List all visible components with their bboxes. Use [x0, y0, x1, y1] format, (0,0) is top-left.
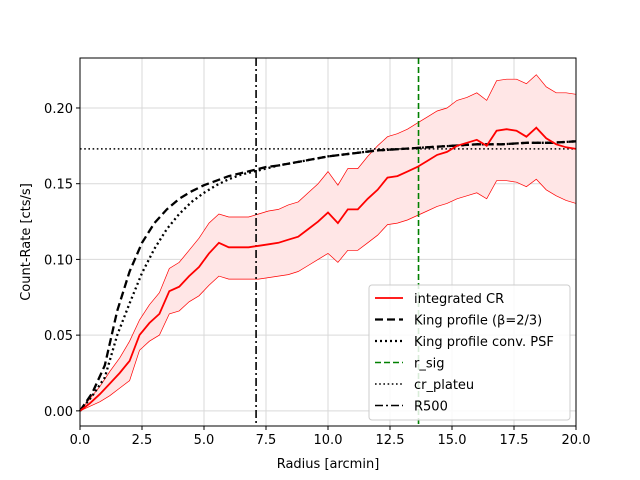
series-king-profile-conv-psf	[79, 140, 577, 412]
y-tick-label: 0.00	[44, 405, 73, 420]
band-fill	[80, 74, 576, 411]
legend-label-integrated-cr: integrated CR	[414, 292, 504, 307]
series-integrated-cr	[79, 126, 577, 412]
y-tick-label: 0.05	[44, 329, 73, 344]
x-axis-label: Radius [arcmin]	[277, 457, 380, 472]
legend: integrated CR King profile (β=2/3) King pr…	[368, 284, 571, 421]
series-king-profile-2-3	[79, 140, 577, 412]
confidence-band	[79, 74, 577, 412]
legend-label-r-sig: r_sig	[414, 357, 444, 372]
x-tick-label: 15.0	[438, 433, 467, 448]
x-tick-label: 0.0	[70, 433, 91, 448]
x-tick-label: 2.5	[132, 433, 153, 448]
y-axis-label: Count-Rate [cts/s]	[19, 183, 34, 301]
x-tick-label: 17.5	[500, 433, 529, 448]
legend-box	[368, 284, 571, 421]
y-tick-label: 0.15	[44, 178, 73, 193]
x-tick-label: 7.5	[256, 433, 277, 448]
legend-label-king-profile-2-3: King profile (β=2/3)	[414, 314, 542, 329]
y-tick-label: 0.10	[44, 253, 73, 268]
y-tick-label: 0.20	[44, 102, 73, 117]
x-tick-label: 5.0	[194, 433, 215, 448]
x-tick-label: 12.5	[376, 433, 405, 448]
band-upper-line	[79, 74, 577, 412]
legend-label-cr-plateu: cr_plateu	[414, 378, 474, 393]
x-tick-label: 20.0	[562, 433, 591, 448]
axis-ticks: 0.0 2.5 5.0 7.5 10.0 12.5 15.0 17.5 20.0 0.00 0.05…	[44, 102, 590, 448]
band-lower-line	[79, 178, 577, 412]
series-lines	[79, 58, 577, 426]
legend-label-king-profile-conv-psf: King profile conv. PSF	[414, 335, 554, 350]
x-tick-label: 10.0	[314, 433, 343, 448]
legend-label-r500: R500	[414, 400, 448, 415]
